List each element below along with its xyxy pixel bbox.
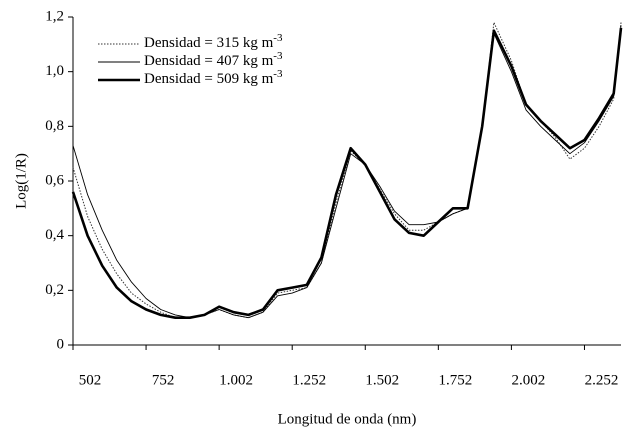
legend-exponent: -3 [273,32,283,44]
x-tick-label: 502 [79,372,102,388]
x-tick-label: 1.502 [365,372,399,388]
x-tick-label: 1.752 [438,372,472,388]
legend-name: Densidad = 407 kg m [144,53,274,69]
legend-label: Densidad = 407 kg m-3 [144,50,283,70]
legend-label: Densidad = 315 kg m-3 [144,32,283,52]
series-line [71,27,623,319]
legend-name: Densidad = 509 kg m [144,71,274,87]
x-tick-label: 2.252 [585,372,619,388]
y-tick-label: 0,8 [45,118,64,134]
y-tick-label: 0 [57,336,65,352]
x-tick-label: 1.002 [219,372,253,388]
x-tick-label: 752 [152,372,175,388]
x-tick-label: 2.002 [512,372,546,388]
legend-exponent: -3 [273,50,283,62]
y-tick-label: 0,4 [45,227,64,243]
legend-name: Densidad = 315 kg m [144,35,274,51]
series-line [72,25,622,319]
x-axis-label: Longitud de onda (nm) [278,411,417,427]
legend-label: Densidad = 509 kg m-3 [144,68,283,88]
legend-exponent: -3 [273,68,283,80]
y-tick-label: 1,0 [45,63,64,79]
y-tick-label: 1,2 [45,8,64,24]
y-tick-label: 0,6 [45,172,64,188]
x-tick-label: 1.252 [292,372,326,388]
y-axis-label: Log(1/R) [13,153,29,209]
y-tick-label: 0,2 [45,282,64,298]
